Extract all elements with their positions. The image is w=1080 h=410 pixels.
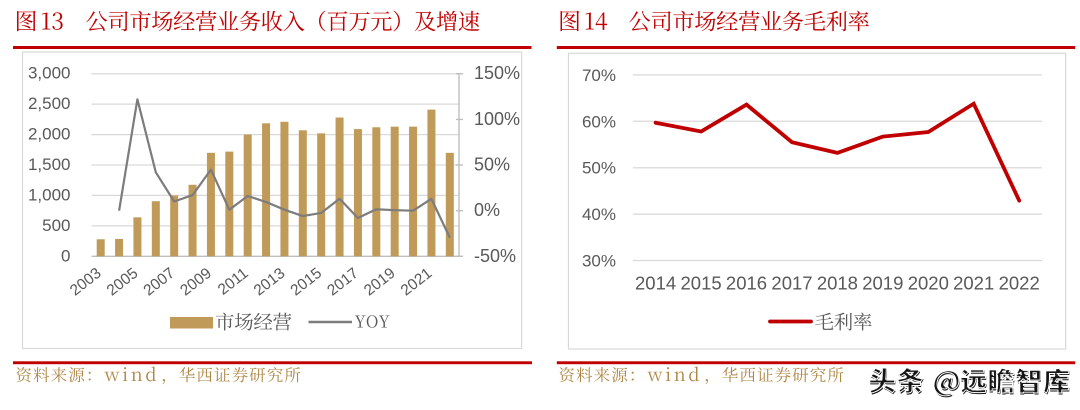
svg-text:3,000: 3,000 xyxy=(28,64,71,83)
svg-text:60%: 60% xyxy=(582,112,616,131)
svg-text:1,500: 1,500 xyxy=(28,155,71,174)
svg-text:-50%: -50% xyxy=(474,246,516,266)
svg-text:2017: 2017 xyxy=(771,273,812,294)
svg-text:2,000: 2,000 xyxy=(28,125,71,144)
svg-text:2019: 2019 xyxy=(862,273,903,294)
svg-text:1,000: 1,000 xyxy=(28,185,71,204)
svg-text:0%: 0% xyxy=(474,200,500,220)
svg-text:2015: 2015 xyxy=(681,273,722,294)
svg-text:2021: 2021 xyxy=(953,273,994,294)
svg-text:50%: 50% xyxy=(474,155,510,175)
svg-text:2020: 2020 xyxy=(908,273,949,294)
svg-text:30%: 30% xyxy=(582,252,616,271)
svg-text:50%: 50% xyxy=(582,159,616,178)
svg-text:150%: 150% xyxy=(474,63,520,83)
svg-text:2018: 2018 xyxy=(817,273,858,294)
svg-text:100%: 100% xyxy=(474,109,520,129)
svg-text:0: 0 xyxy=(61,246,70,265)
svg-text:2014: 2014 xyxy=(635,273,676,294)
svg-text:70%: 70% xyxy=(582,66,616,85)
svg-text:2,500: 2,500 xyxy=(28,94,71,113)
svg-text:500: 500 xyxy=(42,216,70,235)
svg-text:40%: 40% xyxy=(582,205,616,224)
svg-text:2022: 2022 xyxy=(999,273,1040,294)
svg-text:2016: 2016 xyxy=(726,273,767,294)
